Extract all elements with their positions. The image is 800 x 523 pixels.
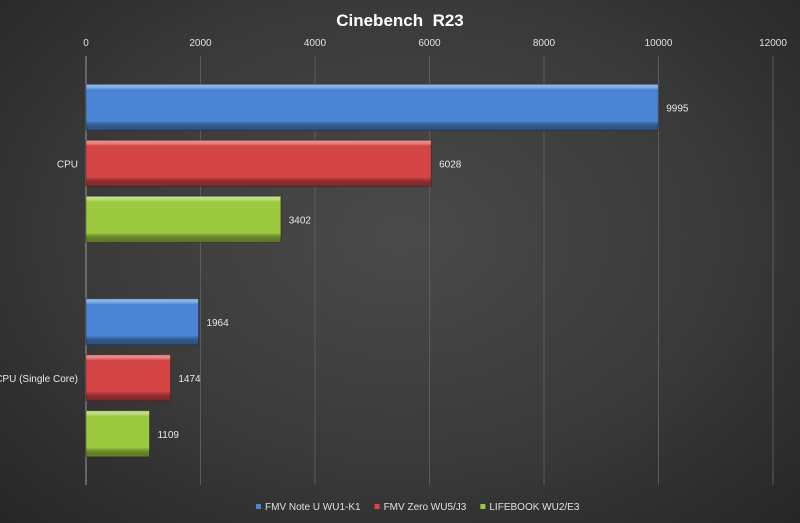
legend-swatch: [374, 504, 380, 509]
bar-shading: [85, 298, 199, 346]
bar-shading: [85, 139, 432, 187]
x-tick-label: 2000: [189, 38, 212, 49]
x-tick-label: 8000: [533, 38, 556, 49]
legend-label: LIFEBOOK WU2/E3: [489, 502, 579, 513]
data-label: 9995: [666, 103, 689, 114]
bar-shading: [85, 195, 282, 243]
data-label: 3402: [289, 215, 312, 226]
data-label: 1474: [178, 374, 201, 385]
legend-swatch: [480, 504, 486, 509]
bar-shading: [85, 83, 659, 131]
bar-shading: [85, 410, 150, 458]
x-tick-label: 6000: [418, 38, 441, 49]
y-category-label: CPU: [57, 159, 78, 170]
legend-label: FMV Zero WU5/J3: [384, 502, 467, 513]
y-category-label: CPU (Single Core): [0, 374, 78, 385]
legend-swatch: [256, 504, 261, 509]
data-label: 1109: [157, 430, 179, 441]
chart-title: Cinebench R23: [336, 11, 464, 30]
legend-label: FMV Note U WU1-K1: [265, 502, 361, 513]
bar-shading: [85, 354, 171, 402]
x-tick-label: 12000: [759, 38, 787, 49]
x-tick-label: 4000: [304, 38, 327, 49]
data-label: 6028: [439, 159, 462, 170]
x-tick-label: 0: [83, 38, 89, 49]
x-tick-label: 10000: [645, 38, 673, 49]
data-label: 1964: [206, 318, 229, 329]
